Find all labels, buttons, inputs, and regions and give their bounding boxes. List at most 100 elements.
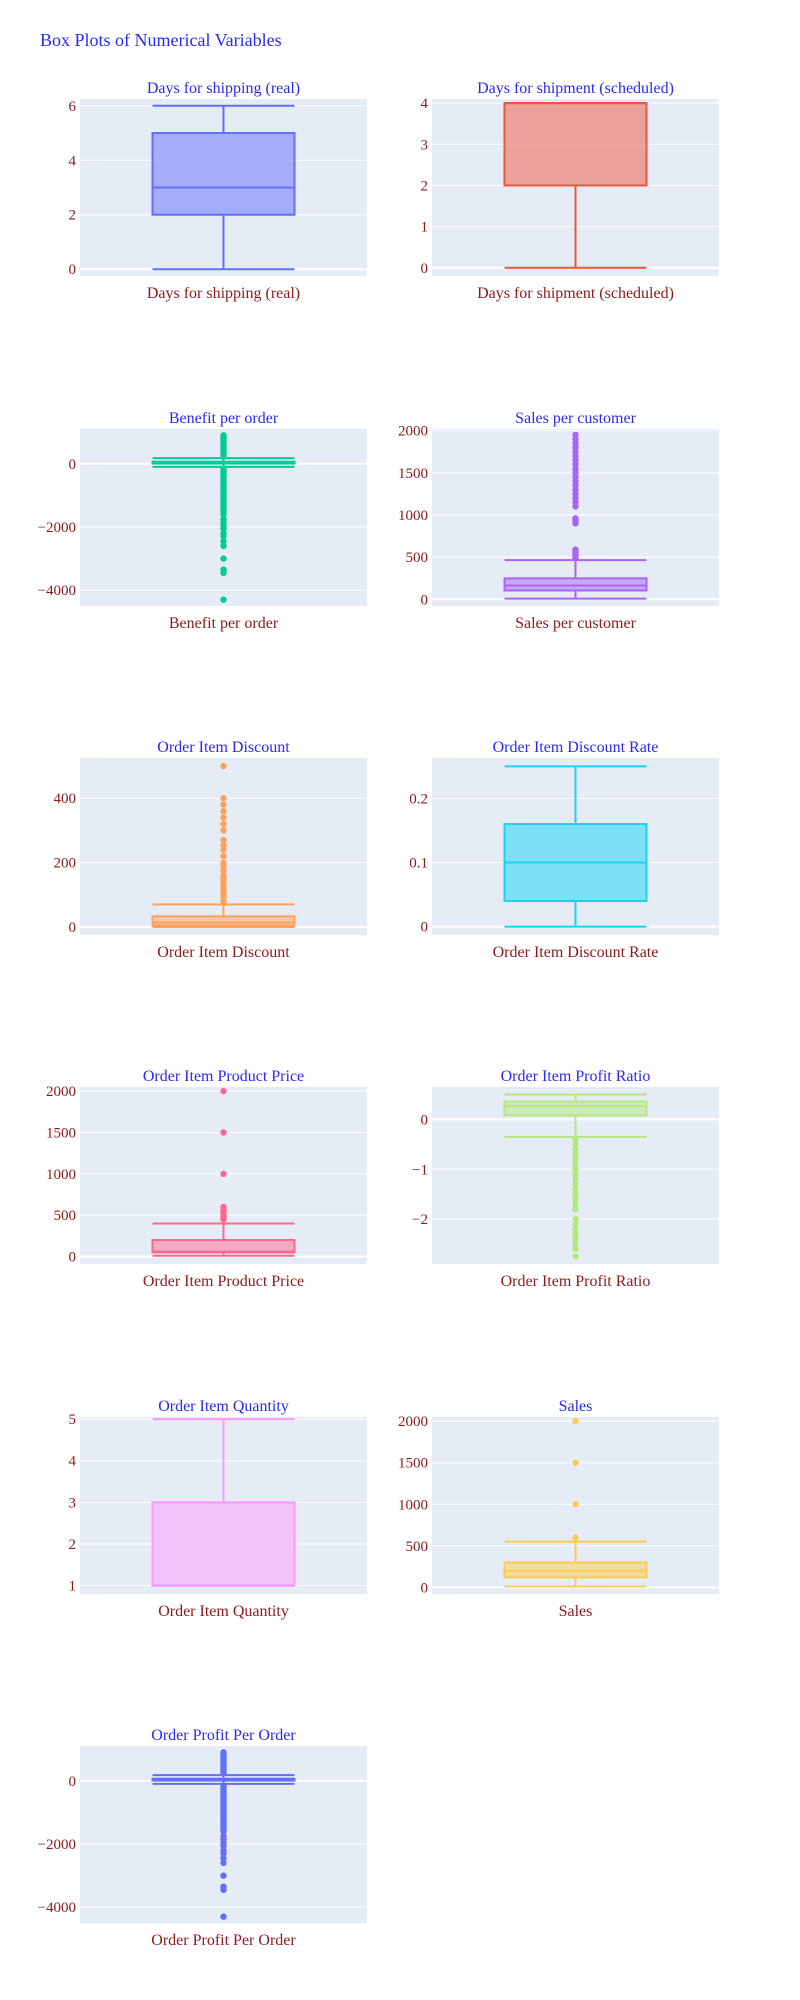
outlier-point <box>220 852 227 860</box>
outlier-point <box>572 1176 579 1183</box>
x-axis-label: Benefit per order <box>169 615 279 632</box>
y-tick-label: 0 <box>421 920 429 936</box>
outlier-point <box>220 511 227 518</box>
y-tick-label: 0 <box>421 1580 429 1596</box>
y-tick-label: 4 <box>421 96 429 112</box>
panel-title: Order Item Discount Rate <box>493 739 659 756</box>
panel-title: Days for shipping (real) <box>147 80 300 97</box>
outlier-point <box>220 542 227 550</box>
box-plot-panel: 0 500 1000 1500 2000 Order Item Product Price… <box>46 1068 367 1290</box>
outlier-point <box>220 538 227 545</box>
y-tick-label: 3 <box>69 1495 77 1511</box>
outlier-point <box>572 1171 579 1178</box>
outlier-point <box>220 1129 227 1136</box>
y-tick-label: 1500 <box>398 1456 428 1472</box>
y-tick-label: 0 <box>69 457 77 473</box>
outlier-point <box>572 1156 579 1163</box>
outlier-point <box>572 1151 579 1158</box>
outlier-point <box>572 1190 579 1198</box>
iqr-box <box>151 1239 296 1254</box>
y-tick-label: 0 <box>69 262 77 278</box>
panel-title: Sales per customer <box>515 410 637 427</box>
outlier-point <box>220 801 227 808</box>
outlier-point <box>220 1886 227 1894</box>
outlier-point <box>220 872 227 879</box>
y-tick-label: −2 <box>412 1212 428 1228</box>
outlier-point <box>220 1170 227 1178</box>
y-tick-label: 4 <box>69 1454 77 1470</box>
y-tick-label: 2 <box>421 178 429 194</box>
outlier-point <box>572 1253 579 1260</box>
outlier-point <box>572 1235 579 1243</box>
outlier-point <box>572 1181 579 1188</box>
outlier-point <box>220 846 227 853</box>
iqr-box <box>151 1501 296 1587</box>
outlier-point <box>220 807 227 815</box>
outlier-point <box>572 1186 579 1193</box>
box-plot-panel: 0 0.1 0.2 Order Item Discount Rate Order Ite… <box>409 739 719 961</box>
x-axis-label: Days for shipment (scheduled) <box>477 285 674 302</box>
outlier-point <box>220 1859 227 1867</box>
iqr-box <box>503 577 648 592</box>
outlier-point <box>220 1828 227 1835</box>
y-tick-label: 1500 <box>46 1125 76 1141</box>
y-tick-label: 0 <box>421 261 429 277</box>
box-plot-panel: 0 500 1000 1500 2000 Sales per customer Sales … <box>398 410 719 632</box>
outlier-point <box>220 1203 227 1211</box>
box-plot-panel: 1 2 3 4 5 Order Item Quantity Order Item Quant… <box>69 1398 367 1620</box>
outlier-point <box>220 814 227 821</box>
y-tick-label: 400 <box>54 791 77 807</box>
panel-title: Days for shipment (scheduled) <box>477 80 674 97</box>
box-plot-panel: −4000 −2000 0 Order Profit Per Order Order P… <box>38 1727 367 1949</box>
outlier-point <box>220 596 227 603</box>
panel-title: Order Item Product Price <box>143 1068 304 1085</box>
iqr-box <box>151 915 296 927</box>
outlier-point <box>572 1245 579 1253</box>
outlier-point <box>220 1913 227 1920</box>
y-tick-label: −1 <box>412 1162 428 1178</box>
outlier-point <box>572 1417 579 1425</box>
outlier-point <box>572 1166 579 1173</box>
iqr-box <box>503 102 648 187</box>
box-plot-panel: 0 200 400 Order Item Discount Order Item Dis… <box>54 739 367 961</box>
outlier-point <box>572 1534 579 1541</box>
y-tick-label: 2000 <box>398 424 428 440</box>
outlier-point <box>220 1087 227 1095</box>
x-axis-label: Order Item Discount <box>157 944 290 961</box>
x-axis-label: Order Item Quantity <box>158 1603 289 1620</box>
outlier-point <box>572 1136 579 1143</box>
main-title: Box Plots of Numerical Variables <box>40 30 282 50</box>
outlier-point <box>220 1872 227 1879</box>
box-plot-panel: 0 1 2 3 4 Days for shipment (scheduled) Days f… <box>421 80 719 302</box>
outlier-point <box>572 1195 579 1203</box>
y-tick-label: 1000 <box>398 1497 428 1513</box>
y-tick-label: 3 <box>421 137 429 153</box>
y-tick-label: 0.2 <box>409 791 428 807</box>
outlier-point <box>572 1501 579 1508</box>
panel-title: Sales <box>559 1398 593 1415</box>
outlier-point <box>220 525 227 532</box>
x-axis-label: Order Item Product Price <box>143 1273 304 1290</box>
x-axis-label: Sales per customer <box>515 615 637 632</box>
outlier-point <box>220 841 227 849</box>
outlier-point <box>572 1161 579 1168</box>
x-axis-label: Days for shipping (real) <box>147 285 300 302</box>
outlier-point <box>572 1220 579 1228</box>
outlier-point <box>572 1225 579 1233</box>
outlier-point <box>220 836 227 844</box>
outlier-point <box>220 762 227 770</box>
outlier-point <box>220 1842 227 1849</box>
outlier-point <box>572 1205 579 1213</box>
y-tick-label: 2000 <box>46 1084 76 1100</box>
y-tick-label: 4 <box>69 153 77 169</box>
panel-title: Order Item Discount <box>157 739 290 756</box>
x-axis-label: Sales <box>559 1603 593 1620</box>
y-tick-label: 500 <box>54 1208 77 1224</box>
outlier-point <box>572 1141 579 1148</box>
y-tick-label: 6 <box>69 99 77 115</box>
outlier-point <box>572 1200 579 1208</box>
outlier-point <box>572 515 579 522</box>
y-tick-label: 0 <box>421 592 429 608</box>
outlier-point <box>220 859 227 866</box>
